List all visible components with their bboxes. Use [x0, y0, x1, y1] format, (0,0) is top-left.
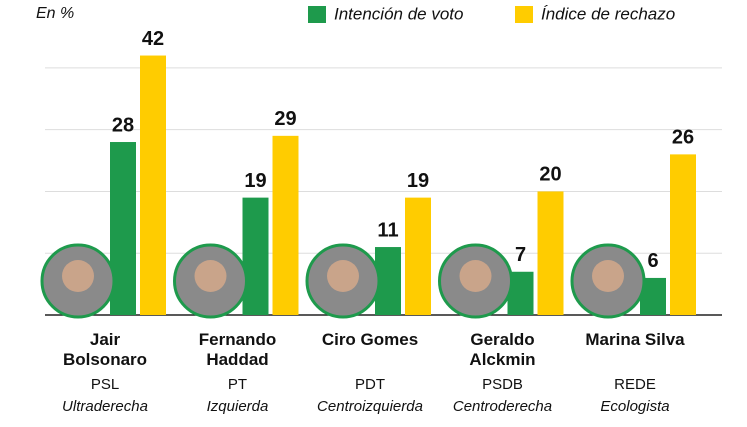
value-label: 6	[647, 250, 658, 272]
candidate-name: Ciro Gomes	[321, 330, 419, 349]
ideology-label: Centroizquierda	[317, 398, 423, 415]
value-label: 20	[539, 164, 561, 186]
value-label: 7	[515, 244, 526, 266]
party-label: PT	[227, 376, 248, 393]
party-label: PDT	[355, 376, 385, 393]
value-label: 28	[112, 114, 134, 136]
legend-swatch	[515, 6, 533, 23]
photo-face	[327, 260, 359, 292]
photo-face	[194, 260, 227, 292]
party-label: PSL	[90, 376, 120, 393]
photo-face	[459, 260, 492, 292]
party-label: REDE	[614, 376, 656, 393]
value-label: 11	[377, 219, 398, 241]
ideology-label: Ultraderecha	[62, 398, 148, 415]
unit-label: En %	[36, 5, 74, 22]
ideology-label: Ecologista	[600, 398, 670, 415]
bar	[537, 191, 564, 315]
candidate-name: Fernando Haddad	[198, 330, 277, 369]
photo-face	[592, 260, 624, 292]
candidate-name: Marina Silva	[585, 330, 685, 349]
value-label: 26	[672, 127, 694, 149]
ideology-label: Centroderecha	[452, 398, 553, 415]
bar	[242, 197, 269, 315]
bar	[405, 197, 431, 315]
value-label: 19	[407, 170, 429, 192]
candidate-name: Jair Bolsonaro	[62, 330, 148, 369]
legend-label: Intención de voto	[334, 4, 463, 23]
photo-face	[62, 260, 94, 292]
candidate-name: Geraldo Alckmin	[469, 330, 536, 369]
value-label: 29	[274, 108, 296, 130]
ideology-label: Izquierda	[206, 398, 269, 415]
bar	[670, 154, 696, 315]
bar	[140, 55, 166, 316]
legend-label: Índice de rechazo	[541, 4, 675, 23]
party-label: PSDB	[482, 376, 523, 393]
legend-swatch	[308, 6, 326, 23]
value-label: 42	[142, 28, 164, 50]
value-label: 19	[244, 170, 266, 192]
bar	[272, 135, 299, 315]
